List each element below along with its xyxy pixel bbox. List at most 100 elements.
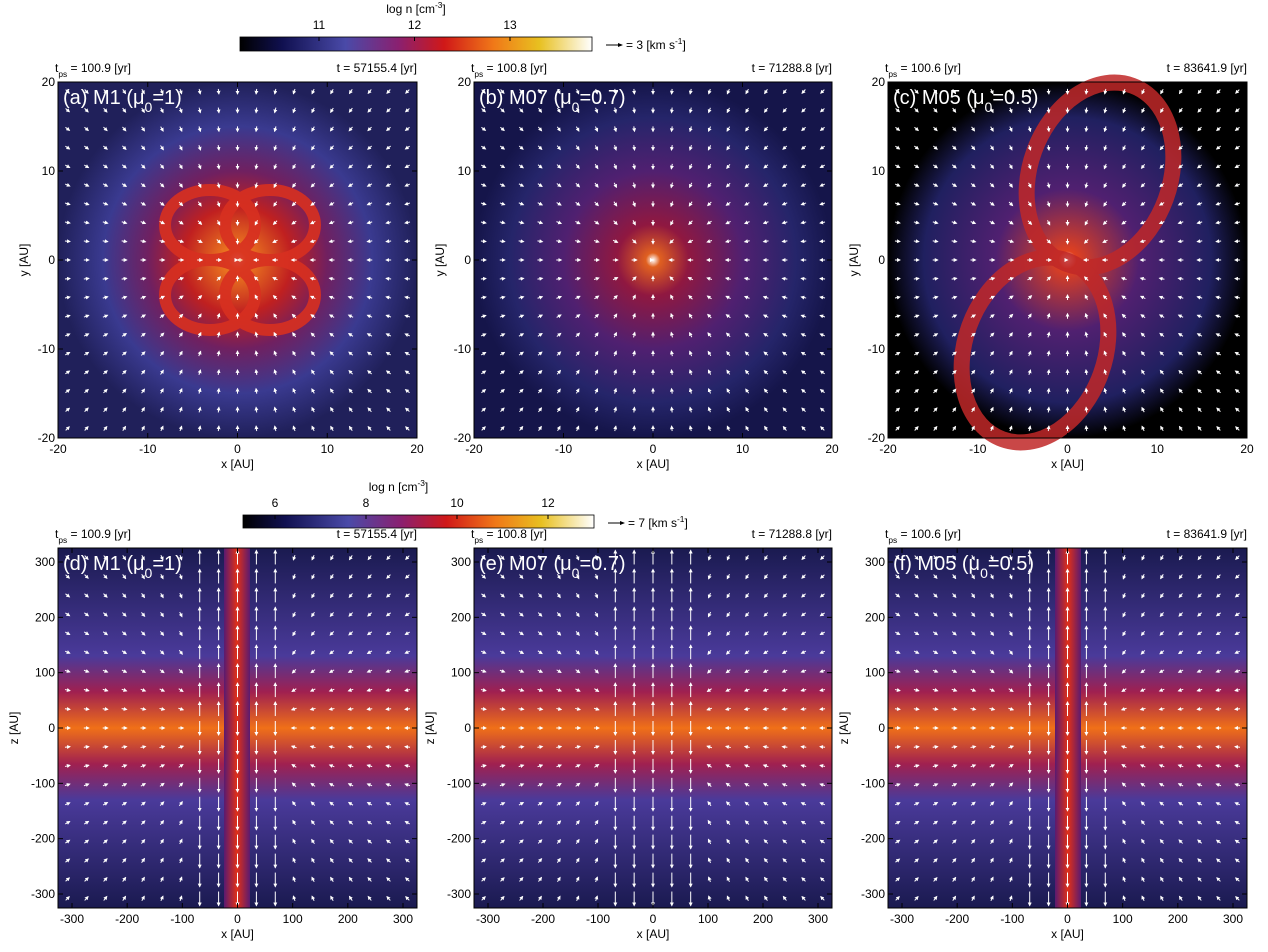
velocity-arrow (254, 88, 259, 95)
y-tick-label: -300 (31, 887, 55, 901)
velocity-arrow (197, 107, 202, 114)
x-tick-label: 100 (283, 912, 303, 926)
velocity-arrow (310, 182, 316, 188)
velocity-arrow (800, 351, 807, 356)
velocity-arrow (707, 163, 712, 170)
velocity-arrow (404, 707, 411, 711)
velocity-arrow (328, 220, 335, 225)
velocity-arrow (518, 239, 525, 244)
y-tick-label: -200 (31, 832, 55, 846)
velocity-arrow (122, 89, 127, 95)
velocity-arrow (726, 425, 731, 432)
velocity-arrow (102, 295, 109, 300)
y-tick-label: -300 (861, 887, 885, 901)
x-tick-label: -300 (890, 912, 914, 926)
velocity-arrow (292, 88, 297, 95)
velocity-arrow (594, 201, 599, 207)
velocity-arrow (348, 164, 354, 169)
velocity-arrow (405, 89, 410, 94)
velocity-arrow (594, 425, 599, 432)
velocity-arrow (178, 369, 183, 375)
time-since-protostar-part: = 100.8 [yr] (483, 61, 547, 75)
velocity-arrow (102, 351, 109, 356)
velocity-arrow (669, 406, 674, 413)
x-axis-label: x [AU] (637, 457, 670, 471)
velocity-arrow (575, 107, 580, 114)
velocity-arrow (83, 239, 90, 244)
velocity-arrow (763, 407, 768, 413)
velocity-arrow (366, 295, 373, 300)
velocity-arrow (348, 425, 353, 431)
time-since-protostar-part: ps (888, 69, 897, 79)
velocity-arrow (480, 276, 487, 281)
velocity-arrow (386, 426, 391, 431)
velocity-arrow (83, 333, 90, 337)
y-tick-label: 100 (865, 666, 885, 680)
velocity-arrow (594, 387, 599, 394)
velocity-arrow (404, 164, 410, 169)
velocity-arrow (724, 239, 731, 244)
velocity-arrow (1234, 276, 1241, 281)
y-tick-label: -10 (868, 342, 886, 356)
velocity-arrow (932, 276, 939, 281)
velocity-arrow (385, 164, 392, 169)
velocity-arrow (669, 163, 674, 170)
velocity-arrow (329, 126, 334, 132)
velocity-arrow (367, 425, 372, 431)
velocity-arrow (310, 164, 316, 170)
velocity-arrow (254, 425, 259, 432)
velocity-arrow (103, 89, 108, 95)
velocity-arrow (1234, 707, 1241, 711)
velocity-arrow (782, 370, 788, 375)
velocity-arrow (745, 388, 750, 394)
velocity-arrow (782, 145, 788, 150)
velocity-arrow (404, 239, 411, 244)
velocity-arrow (763, 107, 768, 113)
velocity-arrow (518, 126, 524, 132)
velocity-arrow (141, 388, 146, 394)
velocity-arrow (781, 295, 788, 300)
velocity-arrow (575, 88, 580, 95)
colorbar-title: log n [cm-3] (386, 0, 445, 16)
velocity-arrow (707, 313, 712, 319)
velocity-arrow (385, 201, 392, 206)
velocity-arrow (309, 295, 316, 300)
velocity-arrow (726, 88, 731, 95)
velocity-arrow (102, 164, 109, 169)
velocity-arrow (329, 332, 335, 337)
x-tick-label: -10 (139, 442, 157, 456)
velocity-arrow (556, 369, 562, 375)
velocity-arrow (745, 406, 750, 413)
velocity-arrow (781, 333, 788, 337)
y-tick-label: -200 (861, 832, 885, 846)
velocity-arrow (216, 107, 221, 114)
velocity-arrow (819, 707, 826, 711)
time-since-protostar-part: ps (474, 69, 483, 79)
velocity-arrow (594, 350, 599, 357)
velocity-arrow (310, 332, 316, 338)
velocity-arrow (725, 182, 731, 188)
velocity-arrow (480, 201, 487, 206)
velocity-arrow (272, 239, 278, 243)
y-tick-label: -200 (447, 832, 471, 846)
velocity-arrow (254, 126, 259, 133)
velocity-arrow (575, 276, 582, 281)
velocity-arrow (519, 89, 524, 95)
velocity-arrow (556, 295, 563, 300)
velocity-arrow (292, 182, 297, 188)
velocity-arrow (310, 201, 316, 206)
velocity-arrow (556, 88, 561, 95)
velocity-arrow (481, 89, 486, 94)
velocity-arrow (159, 145, 164, 151)
velocity-arrow (385, 295, 392, 300)
x-tick-label: 300 (393, 912, 413, 926)
velocity-arrow (272, 277, 278, 281)
y-tick-label: 10 (458, 164, 472, 178)
velocity-arrow (197, 406, 202, 413)
velocity-arrow (743, 220, 750, 225)
velocity-arrow (404, 145, 410, 150)
velocity-arrow (216, 239, 222, 244)
velocity-arrow (329, 164, 335, 169)
velocity-arrow (254, 350, 259, 357)
velocity-arrow (140, 351, 146, 356)
